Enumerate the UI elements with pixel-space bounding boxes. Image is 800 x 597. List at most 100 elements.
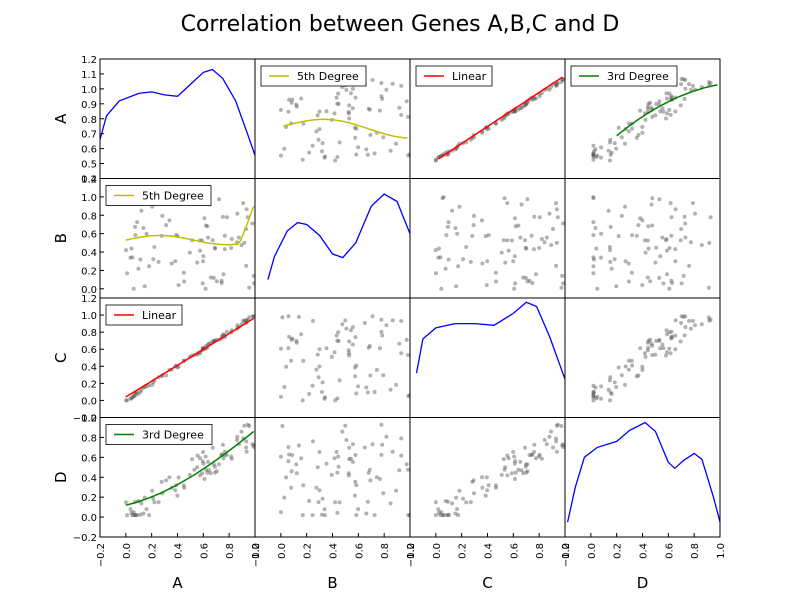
data-point (668, 351, 673, 356)
data-point (523, 275, 528, 280)
data-point (235, 438, 239, 442)
data-point (525, 462, 530, 467)
data-point (280, 424, 285, 428)
data-point (370, 78, 375, 82)
data-point (242, 318, 247, 323)
data-point (669, 215, 674, 220)
y-tick-label: 1.0 (81, 414, 97, 425)
data-point (626, 121, 631, 126)
data-point (664, 237, 669, 241)
data-point (591, 143, 596, 148)
data-point (646, 338, 651, 343)
data-point (592, 390, 596, 394)
data-point (657, 337, 662, 342)
panel-border (564, 178, 721, 299)
data-point (131, 513, 136, 518)
x-tick-label: 1.0 (406, 543, 417, 559)
data-point (539, 456, 544, 461)
data-point (173, 259, 178, 264)
data-point (394, 141, 399, 146)
x-tick-label: 0.0 (432, 543, 443, 559)
data-point (337, 140, 342, 145)
panel-D-B (278, 422, 410, 518)
data-point (241, 201, 246, 206)
data-point (320, 496, 325, 501)
data-point (483, 493, 488, 498)
data-point (446, 257, 451, 262)
data-point (336, 330, 341, 335)
data-point (646, 345, 651, 350)
data-point (683, 314, 688, 319)
data-point (235, 211, 240, 216)
data-point (433, 158, 438, 163)
data-point (133, 513, 138, 518)
data-point (650, 223, 655, 228)
data-point (156, 259, 161, 264)
data-point (388, 148, 393, 153)
data-point (317, 109, 322, 114)
data-point (284, 364, 289, 369)
data-point (673, 247, 678, 252)
data-point (334, 333, 339, 338)
data-point (133, 224, 138, 229)
data-point (151, 496, 156, 501)
data-point (370, 314, 375, 319)
data-point (347, 339, 352, 344)
data-point (506, 456, 511, 461)
data-point (370, 442, 375, 447)
data-point (244, 445, 249, 450)
legend-box (260, 65, 367, 87)
x-tick-label: 0.6 (509, 543, 520, 559)
data-point (377, 108, 382, 113)
data-point (547, 87, 552, 92)
data-point (648, 337, 653, 342)
data-point (523, 102, 528, 107)
data-point (532, 96, 537, 101)
data-point (129, 510, 134, 515)
data-point (377, 346, 382, 351)
data-point (537, 94, 542, 99)
data-point (213, 246, 217, 251)
x-tick-label: 0.4 (484, 543, 495, 559)
y-tick-label: 1.2 (81, 55, 97, 66)
fit-quintic-A-B (283, 118, 408, 139)
y-tick-label: 0.0 (81, 285, 97, 296)
data-point (388, 387, 393, 392)
data-point (175, 493, 180, 498)
data-point (206, 235, 211, 240)
data-point (187, 250, 192, 255)
x-tick-label: −0.2 (561, 543, 572, 567)
data-point (638, 216, 643, 221)
data-point (688, 240, 693, 245)
data-point (343, 318, 348, 323)
data-point (657, 338, 662, 343)
data-point (347, 457, 352, 462)
data-point (555, 215, 560, 220)
data-point (683, 221, 688, 226)
data-point (513, 459, 518, 464)
data-point (217, 462, 221, 467)
data-point (614, 146, 619, 151)
data-point (210, 445, 215, 450)
data-point (336, 101, 341, 106)
data-point (205, 224, 210, 229)
data-point (591, 390, 596, 394)
data-point (439, 286, 444, 291)
y-tick-label: 1.0 (81, 311, 97, 322)
data-point (513, 224, 518, 229)
data-point (523, 462, 528, 467)
data-point (650, 343, 655, 348)
data-point (224, 215, 229, 220)
data-point (630, 126, 635, 131)
x-tick-label: 0.0 (587, 543, 598, 559)
data-point (439, 510, 444, 515)
data-point (335, 470, 340, 475)
data-point (688, 87, 693, 92)
data-point (678, 238, 683, 243)
data-point (523, 245, 528, 250)
data-point (377, 477, 382, 481)
data-point (681, 273, 686, 278)
data-point (131, 394, 136, 399)
data-point (606, 148, 611, 153)
data-point (125, 513, 130, 518)
